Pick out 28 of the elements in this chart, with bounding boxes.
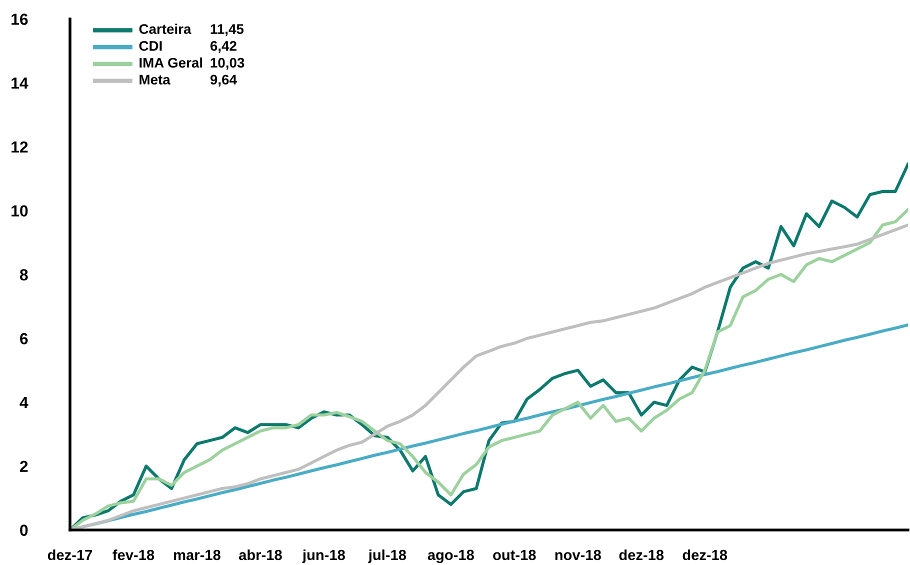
x-tick-label: dez-17 — [48, 549, 92, 560]
x-tick-label: fev-18 — [112, 549, 154, 560]
y-tick-label: 2 — [20, 460, 28, 472]
x-tick-label: dez-18 — [619, 549, 664, 560]
y-tick-label: 0 — [20, 524, 28, 536]
y-tick-label: 12 — [12, 141, 28, 153]
y-tick-label: 16 — [12, 14, 28, 25]
x-tick-label: abr-18 — [239, 549, 282, 560]
annotation: 6,42 — [210, 41, 236, 53]
y-tick-label: 14 — [12, 78, 28, 89]
y-tick-label: 6 — [20, 333, 28, 344]
annotation: 11,45 — [210, 24, 244, 36]
x-tick-label: mar-18 — [174, 550, 220, 560]
legend-label: IMA Geral — [140, 57, 202, 68]
x-tick-label: ago-18 — [428, 550, 474, 564]
annotation: 9,64 — [210, 74, 237, 87]
x-tick-label: out-18 — [493, 550, 536, 560]
y-tick-label: 10 — [12, 205, 28, 217]
y-tick-label: 4 — [20, 397, 28, 408]
x-tick-label: jun-18 — [302, 549, 345, 564]
x-tick-label: jul-18 — [368, 549, 406, 564]
x-tick-label: dez-18 — [682, 549, 728, 560]
legend-label: CDI — [139, 41, 162, 51]
y-tick-label: 8 — [20, 269, 28, 280]
legend-label: Meta — [140, 74, 170, 85]
legend-label: Carteira — [139, 24, 192, 34]
annotation: 10,03 — [210, 58, 244, 70]
x-tick-label: nov-18 — [555, 550, 601, 560]
